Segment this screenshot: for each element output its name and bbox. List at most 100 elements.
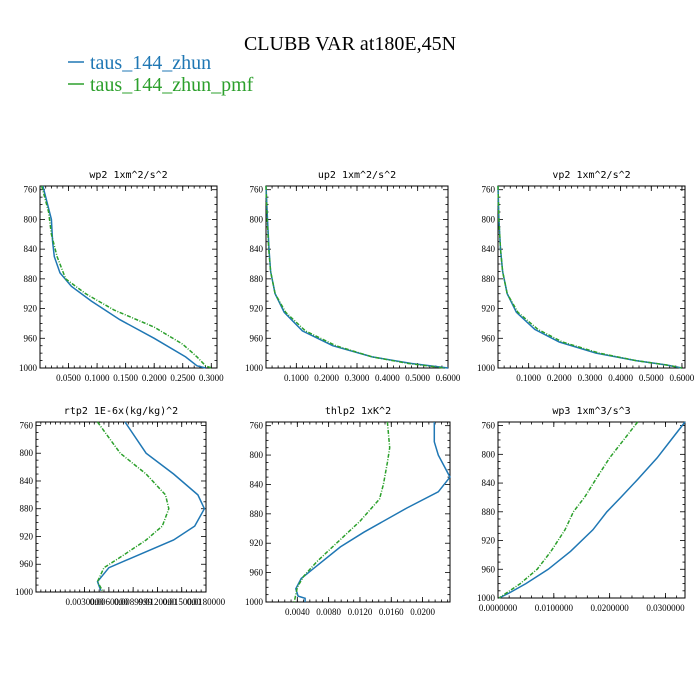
y-tick-label: 880: [250, 274, 264, 284]
y-tick-label: 880: [20, 504, 34, 514]
y-tick-label: 920: [250, 304, 264, 314]
y-tick-label: 840: [24, 244, 38, 254]
x-tick-label: 0.0180000: [187, 597, 226, 607]
x-tick-label: 0.0080: [316, 607, 341, 617]
series-line-taus-144-zhun: [294, 422, 451, 602]
figure-title: CLUBB VAR at180E,45N: [244, 33, 456, 55]
panel-title: thlp2 1xK^2: [325, 406, 391, 417]
y-tick-label: 800: [482, 214, 496, 224]
y-tick-label: 960: [482, 564, 496, 574]
x-tick-label: 0.0000000: [479, 603, 518, 613]
x-tick-label: 0.3000: [578, 373, 603, 383]
y-tick-label: 1000: [245, 363, 264, 373]
x-tick-label: 0.0100000: [535, 603, 574, 613]
x-tick-label: 0.4000: [375, 373, 400, 383]
x-tick-label: 0.0300000: [646, 603, 685, 613]
y-tick-label: 840: [250, 244, 264, 254]
legend: taus_144_zhun taus_144_zhun_pmf: [68, 52, 254, 96]
y-tick-label: 960: [20, 559, 34, 569]
x-tick-label: 0.0089999: [114, 597, 153, 607]
legend-label-taus-144-zhun: taus_144_zhun: [90, 52, 211, 74]
x-tick-label: 0.0120: [348, 607, 373, 617]
y-tick-label: 840: [482, 478, 496, 488]
y-tick-label: 800: [250, 214, 264, 224]
series-line-taus-144-zhun-pmf: [96, 421, 170, 591]
panel-3: rtp2 1E-6x(kg/kg)^2 760 800 840 880 920 960 100…: [15, 406, 226, 607]
y-tick-label: 920: [250, 538, 264, 548]
panel-title: vp2 1xm^2/s^2: [552, 170, 630, 181]
y-tick-label: 1000: [477, 593, 496, 603]
panel-title: wp2 1xm^2/s^2: [89, 170, 167, 181]
y-tick-label: 920: [482, 304, 496, 314]
y-tick-label: 760: [20, 420, 34, 430]
series-line-taus-144-zhun-pmf: [498, 421, 639, 599]
x-tick-label: 0.0160: [379, 607, 404, 617]
y-tick-label: 760: [250, 185, 264, 195]
panel-2: vp2 1xm^2/s^2 760 800 840 880 920 960 1000 0.100…: [477, 170, 695, 383]
y-tick-label: 920: [482, 536, 496, 546]
y-tick-label: 840: [250, 479, 264, 489]
series-line-taus-144-zhun-pmf: [40, 185, 212, 369]
x-tick-label: 0.0040: [285, 607, 310, 617]
y-tick-label: 880: [250, 509, 264, 519]
x-tick-label: 0.4000: [608, 373, 633, 383]
legend-label-taus-144-zhun-pmf: taus_144_zhun_pmf: [90, 74, 254, 96]
y-tick-label: 1000: [477, 363, 496, 373]
panel-title: rtp2 1E-6x(kg/kg)^2: [64, 406, 178, 417]
x-tick-label: 0.2000: [547, 373, 572, 383]
x-tick-label: 0.1000: [516, 373, 541, 383]
plot-frame: [497, 185, 686, 369]
y-tick-label: 800: [250, 450, 264, 460]
panel-0: wp2 1xm^2/s^2 760 800 840 880 920 960 1000 0.050…: [19, 170, 224, 383]
plot-frame: [39, 185, 218, 369]
y-tick-label: 800: [24, 214, 38, 224]
x-tick-label: 0.0030000: [65, 597, 104, 607]
x-tick-label: 0.5000: [639, 373, 664, 383]
panel-title: wp3 1xm^3/s^3: [552, 406, 630, 417]
x-tick-label: 0.2000: [142, 373, 167, 383]
y-tick-label: 840: [20, 476, 34, 486]
series-line-taus-144-zhun: [265, 185, 449, 369]
x-tick-label: 0.1500: [113, 373, 138, 383]
x-tick-label: 0.3000: [199, 373, 224, 383]
x-tick-label: 0.6000: [670, 373, 695, 383]
y-tick-label: 800: [482, 449, 496, 459]
y-tick-label: 880: [482, 274, 496, 284]
x-tick-label: 0.0200: [410, 607, 435, 617]
x-tick-label: 0.0150000: [163, 597, 202, 607]
y-tick-label: 1000: [245, 597, 264, 607]
series-line-taus-144-zhun-pmf: [497, 185, 683, 369]
series-line-taus-144-zhun: [42, 185, 206, 369]
plot-frame: [35, 421, 207, 593]
y-tick-label: 760: [482, 421, 496, 431]
y-tick-label: 920: [24, 304, 38, 314]
x-tick-label: 0.0500: [56, 373, 81, 383]
y-tick-label: 840: [482, 244, 496, 254]
y-tick-label: 1000: [19, 363, 38, 373]
x-tick-label: 0.3000: [345, 373, 370, 383]
series-line-taus-144-zhun-pmf: [293, 421, 391, 603]
series-line-taus-144-zhun-pmf: [265, 185, 446, 369]
series-line-taus-144-zhun: [96, 421, 206, 591]
y-tick-label: 800: [20, 448, 34, 458]
y-tick-label: 920: [20, 531, 34, 541]
y-tick-label: 960: [482, 333, 496, 343]
plot-frame: [265, 421, 451, 603]
y-tick-label: 760: [482, 185, 496, 195]
y-tick-label: 760: [24, 185, 38, 195]
panels: wp2 1xm^2/s^2 760 800 840 880 920 960 1000 0.050…: [15, 170, 695, 617]
plot-frame: [497, 421, 686, 599]
panel-1: up2 1xm^2/s^2 760 800 840 880 920 960 1000 0.100…: [245, 170, 461, 383]
x-tick-label: 0.1000: [85, 373, 110, 383]
y-tick-label: 760: [250, 421, 264, 431]
series-line-taus-144-zhun: [498, 421, 686, 599]
series-line-taus-144-zhun: [497, 185, 683, 369]
y-tick-label: 960: [250, 568, 264, 578]
y-tick-label: 880: [24, 274, 38, 284]
x-tick-label: 0.0200000: [591, 603, 630, 613]
panel-4: thlp2 1xK^2 760 800 840 880 920 960 1000 0.0040 0…: [245, 406, 451, 617]
x-tick-label: 0.2000: [314, 373, 339, 383]
y-tick-label: 880: [482, 507, 496, 517]
y-tick-label: 1000: [15, 587, 34, 597]
panel-title: up2 1xm^2/s^2: [318, 170, 396, 181]
